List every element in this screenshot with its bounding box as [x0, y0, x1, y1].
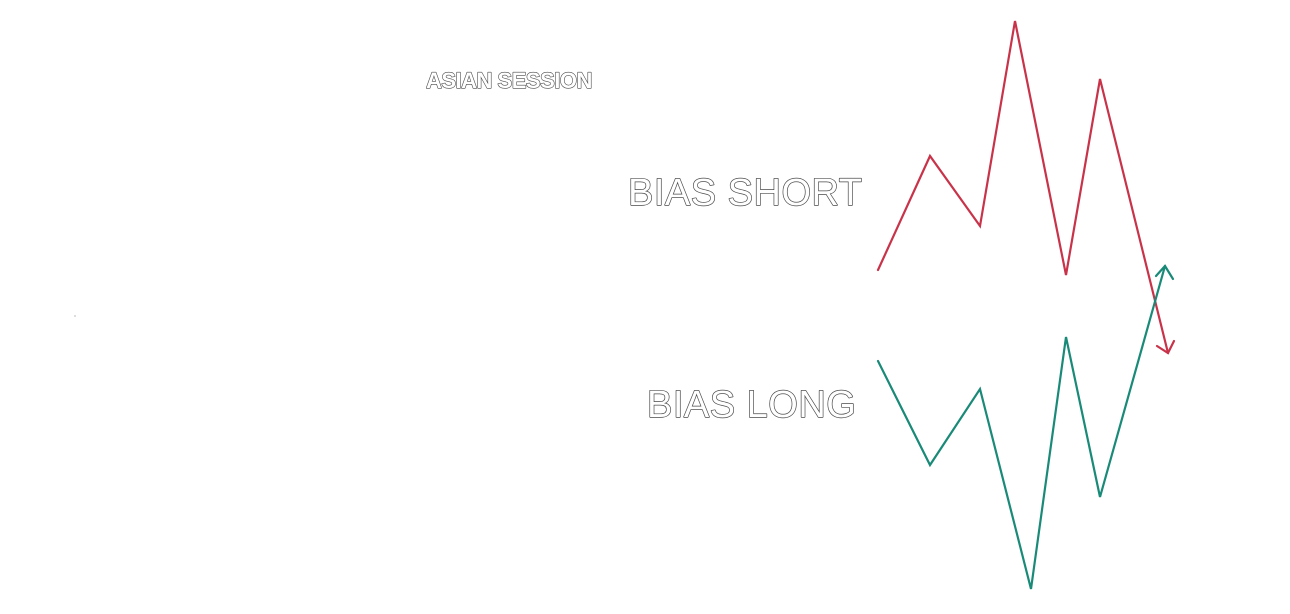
asian-session-label: ASIAN SESSION: [426, 68, 592, 93]
bias-long-label: BIAS LONG: [647, 384, 856, 426]
bias-long-path: [878, 266, 1165, 589]
bias-short-label: BIAS SHORT: [628, 172, 862, 214]
stray-dot: [74, 315, 75, 316]
bias-short-path: [878, 21, 1168, 353]
arrow-up-icon: [1156, 266, 1173, 279]
